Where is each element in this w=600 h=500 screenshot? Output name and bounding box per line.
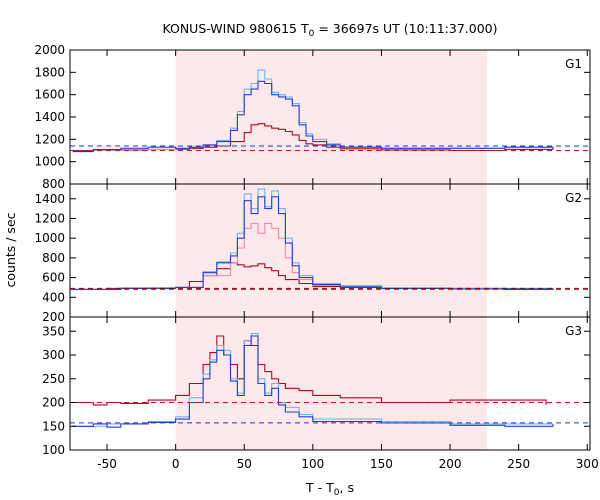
y-tick-label: 2000 — [34, 43, 65, 57]
panel-label: G1 — [565, 57, 582, 71]
panel-g3: 100 150 200 250 300 350 G3 — [42, 316, 591, 457]
x-axis-label: T - T0, s — [305, 480, 354, 498]
title-subscript: 0 — [309, 29, 315, 39]
y-tick-label: 1000 — [34, 231, 65, 245]
y-tick-label: 1600 — [34, 88, 65, 102]
chart-title: KONUS-WIND 980615 T0 = 36697s UT (10:11:… — [162, 21, 497, 39]
x-tick-label: 0 — [172, 457, 180, 471]
x-axis: -50 0 50 100 150 200 250 300 — [97, 457, 598, 471]
y-tick-label: 800 — [42, 177, 65, 191]
y-tick-label: 1400 — [34, 192, 65, 206]
y-tick-label: 1200 — [34, 132, 65, 146]
y-tick-label: 100 — [42, 443, 65, 457]
shaded-interval — [175, 50, 488, 184]
panel-label: G2 — [565, 191, 582, 205]
panel-g2: 200 400 600 800 1000 1200 1400 G2 — [34, 183, 591, 324]
y-tick-label: 600 — [42, 271, 65, 285]
series-blue-line — [72, 335, 554, 428]
xlabel-subscript: 0 — [334, 488, 340, 498]
panel-label: G3 — [565, 324, 582, 338]
x-tick-label: 100 — [301, 457, 324, 471]
y-tick-label: 200 — [42, 310, 65, 324]
y-tick-label: 300 — [42, 348, 65, 362]
title-rest: = 36697s UT (10:11:37.000) — [314, 21, 497, 36]
x-tick-label: 300 — [576, 457, 599, 471]
y-tick-label: 1200 — [34, 211, 65, 225]
xlabel-rest: , s — [340, 480, 354, 495]
y-tick-label: 800 — [42, 251, 65, 265]
y-tick-label: 1800 — [34, 65, 65, 79]
y-axis-label: counts / sec — [3, 212, 18, 287]
shaded-interval — [175, 184, 488, 317]
series-blue-line — [72, 80, 554, 152]
y-tick-label: 200 — [42, 396, 65, 410]
panel-frame — [69, 316, 591, 451]
shaded-interval — [175, 317, 488, 450]
y-tick-label: 350 — [42, 324, 65, 338]
y-tick-label: 1400 — [34, 110, 65, 124]
panel-g1: 800 1000 1200 1400 1600 1800 2000 G1 — [34, 43, 591, 191]
x-tick-label: 150 — [370, 457, 393, 471]
series-blue-line — [72, 196, 554, 290]
x-tick-label: 250 — [507, 457, 530, 471]
y-tick-label: 150 — [42, 419, 65, 433]
panels-group: 800 1000 1200 1400 1600 1800 2000 G1 200 400 600 80… — [34, 43, 591, 457]
title-main: KONUS-WIND 980615 T — [162, 21, 308, 36]
x-tick-label: -50 — [97, 457, 117, 471]
y-tick-label: 250 — [42, 372, 65, 386]
x-tick-label: 200 — [439, 457, 462, 471]
y-tick-label: 1000 — [34, 155, 65, 169]
y-tick-label: 400 — [42, 290, 65, 304]
x-tick-label: 50 — [237, 457, 252, 471]
xlabel-main: T - T — [305, 480, 334, 495]
